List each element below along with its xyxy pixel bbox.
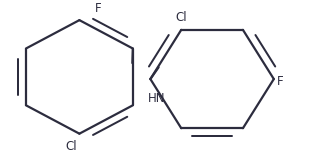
- Text: F: F: [277, 75, 284, 88]
- Text: F: F: [95, 2, 101, 15]
- Text: HN: HN: [148, 92, 166, 105]
- Text: Cl: Cl: [66, 140, 78, 153]
- Text: Cl: Cl: [175, 11, 187, 24]
